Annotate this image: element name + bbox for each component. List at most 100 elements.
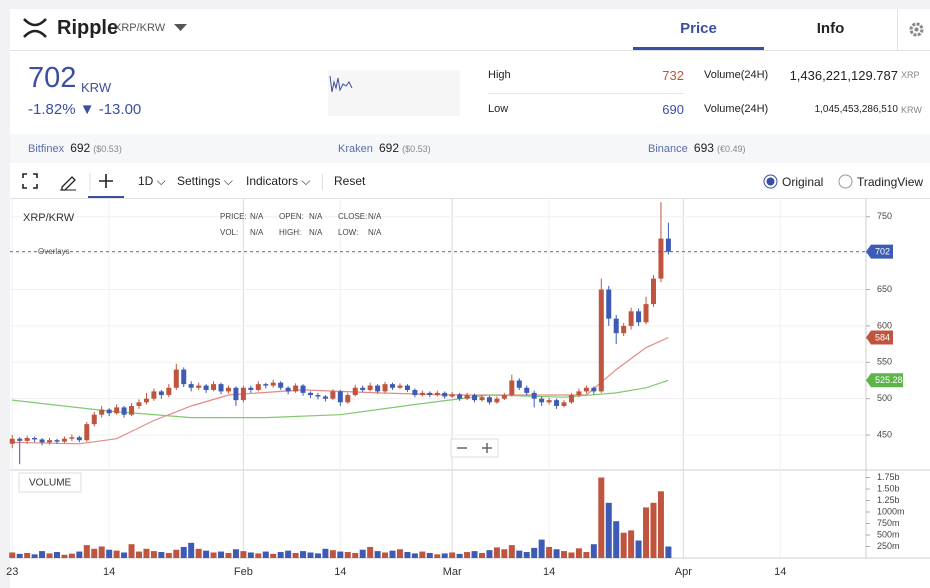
candle-body [397,385,403,388]
stat-unit: XRP [901,70,920,80]
volume-bar [561,551,568,558]
legend-field-label: VOL: [220,228,238,237]
v-tick-label: 1.25b [877,495,900,505]
volume-bar [486,550,493,558]
view-option[interactable]: Original [782,175,824,189]
last-price: 702 [28,62,77,94]
view-option[interactable]: TradingView [857,175,924,189]
x-tick-label: Apr [675,566,692,578]
candle-body [285,387,291,392]
divider [897,9,898,50]
volume-bar [210,552,217,558]
reset[interactable]: Reset [334,174,366,188]
y-tick-label: 450 [877,429,892,439]
volume-bar [135,551,142,558]
volume-bar [76,551,83,558]
volume-bar [493,547,500,558]
divider [488,93,684,94]
candle-body [233,387,239,401]
volume-bar [121,552,128,558]
candle-body [375,385,381,392]
ma-label: 584 [875,332,890,342]
volume-bar [307,552,314,558]
y-tick-label: 550 [877,357,892,367]
volume-bar [314,553,321,558]
zoom-icons[interactable] [457,443,492,453]
radio-selected[interactable] [763,174,778,189]
candle-body [76,437,82,441]
volume-bar [255,553,262,558]
interval[interactable]: 1D ⌵ [138,174,166,188]
candle-body [419,392,425,396]
volume-bar [39,551,46,558]
exchange-price: 693 [693,141,714,155]
candle-body [337,391,343,403]
exchange-name: Binance [648,143,688,155]
moving-average [12,379,669,419]
candle-body [367,385,373,390]
volume-bar [404,552,411,558]
toolbar-icons[interactable] [22,173,132,191]
coin-name: Ripple [57,17,119,39]
candle-body [225,387,231,392]
volume-bar [9,552,16,558]
radio[interactable] [838,174,853,189]
logo [23,18,47,38]
candle-body [658,238,664,279]
y-tick-label: 650 [877,284,892,294]
menu-label: Indicators [246,174,299,188]
volume-bar [225,552,232,558]
candle-body [501,395,507,399]
candle-body [315,395,321,397]
volume-bar [277,552,284,558]
candle-body [442,392,448,397]
volume-bar [419,551,426,558]
candle-body [307,392,313,396]
ma-tag [866,373,903,388]
volume-bar [337,551,344,558]
volume-bar [173,549,180,558]
exchange: Bitfinex 692 ($0.53) [28,141,122,155]
menu[interactable]: Settings ⌵ [177,174,233,188]
menu[interactable]: Indicators ⌵ [246,174,311,188]
volume-bar [441,553,448,558]
exchange-ref: (€0.49) [716,144,746,154]
dropdown[interactable] [174,24,187,32]
volume-bar [613,521,620,558]
x-tick-label: 14 [334,566,346,578]
settings-icon[interactable] [908,21,925,38]
candle-body [509,380,515,396]
x-tick-label: 14 [774,566,786,578]
price-unit: KRW [81,80,112,95]
volume-bar [158,552,165,558]
tab[interactable]: Info [816,20,845,37]
candle-body [121,407,127,415]
exchange-ref: ($0.53) [93,144,122,154]
stat-value: 732 [662,68,684,83]
candle-body [665,238,671,252]
volume-bar [426,552,433,558]
candle-body [382,384,388,392]
candle-body [17,438,23,441]
volume-bar [546,546,553,558]
ma-tag [866,330,893,345]
change-pct: -1.82% [28,101,76,118]
candle-body [181,369,187,385]
volume-bar [113,550,120,558]
ma-label: 525.28 [875,375,903,385]
candle-body [263,384,269,386]
volume-bar [389,550,396,558]
volume-bar [605,502,612,558]
stat-value: 690 [662,102,684,117]
tab[interactable]: Price [680,20,717,37]
candle-body [636,311,642,323]
candle-body [270,382,276,386]
legend-field-label: PRICE: [220,212,247,221]
legend-field-value: N/A [250,228,264,237]
sparkline [328,70,460,116]
candle-body [472,395,478,401]
volume-bar [382,552,389,558]
candle-body [322,396,328,399]
candle-body [203,385,209,390]
volume-bar [367,546,374,558]
